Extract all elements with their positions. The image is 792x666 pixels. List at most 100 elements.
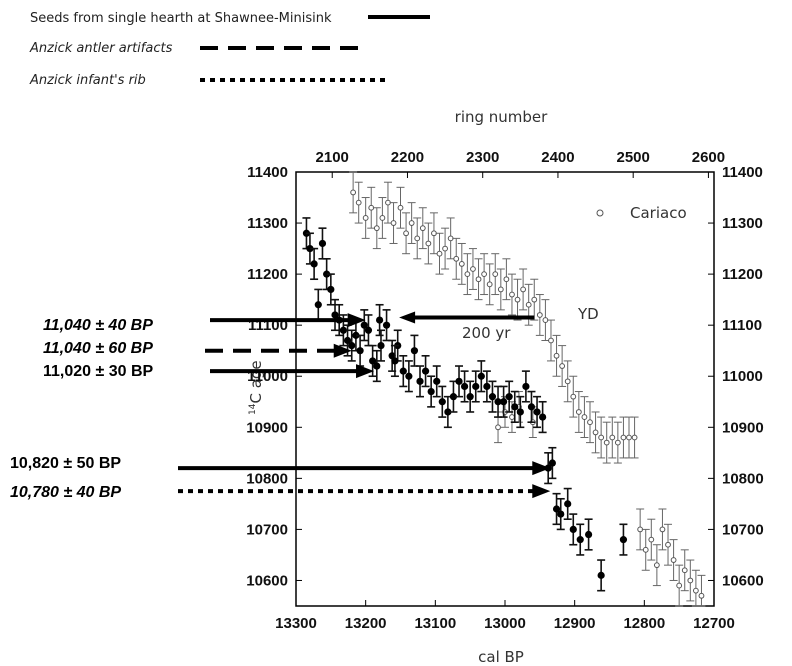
y-tick-label-right: 10900 xyxy=(722,419,764,436)
data-point xyxy=(548,459,556,467)
ring-axis-title: ring number xyxy=(455,108,549,126)
data-point xyxy=(470,266,476,272)
data-point xyxy=(620,434,627,441)
data-point xyxy=(576,536,584,544)
x-axis-title: cal BP xyxy=(478,648,524,666)
legend-label-antler: Anzick antler artifacts xyxy=(29,41,173,56)
data-point xyxy=(548,337,554,344)
y-tick-label: 11200 xyxy=(247,266,288,283)
data-point xyxy=(522,382,530,391)
data-point xyxy=(505,393,513,401)
sample-series xyxy=(302,217,628,592)
data-point xyxy=(453,255,460,262)
x-tick-label: 13000 xyxy=(484,615,526,632)
data-point xyxy=(533,408,541,416)
data-point xyxy=(427,387,435,396)
data-point xyxy=(559,363,566,369)
data-point xyxy=(339,326,347,334)
data-point xyxy=(642,546,649,553)
y-axis-title-superscript: 14 xyxy=(248,403,258,415)
y-tick-label-right: 10800 xyxy=(722,470,764,487)
data-point xyxy=(665,541,671,548)
data-point xyxy=(475,276,482,283)
data-point xyxy=(497,286,504,293)
y-tick-label-right: 10600 xyxy=(722,572,764,589)
data-point xyxy=(509,414,515,420)
data-point xyxy=(408,220,415,226)
data-point xyxy=(318,239,327,248)
data-point xyxy=(692,587,699,594)
data-point xyxy=(516,408,524,416)
data-point xyxy=(390,220,397,226)
data-point xyxy=(614,439,621,446)
data-point xyxy=(631,434,638,441)
data-point xyxy=(670,557,677,563)
data-point xyxy=(698,592,705,599)
data-point xyxy=(553,352,560,359)
data-point xyxy=(416,377,424,385)
date-label-2: 11,040 ± 60 BP xyxy=(43,340,153,357)
data-point xyxy=(597,571,605,579)
legend-label-rib: Anzick infant's rib xyxy=(29,73,146,88)
y-tick-label-right: 11100 xyxy=(722,317,762,334)
data-point xyxy=(458,261,465,267)
legend-label-shawnee: Seeds from single hearth at Shawnee-Mini… xyxy=(30,11,332,26)
data-point xyxy=(306,244,314,253)
legend: Seeds from single hearth at Shawnee-Mini… xyxy=(29,11,430,88)
y-tick-label-right: 11300 xyxy=(722,215,763,232)
y-tick-label-right: 10700 xyxy=(722,521,764,538)
y-tick-label: 11300 xyxy=(247,215,288,232)
data-point xyxy=(527,403,536,411)
data-point xyxy=(376,316,384,324)
data-point xyxy=(509,291,515,298)
ring-tick-label: 2600 xyxy=(692,149,725,166)
data-point xyxy=(687,577,694,584)
data-point xyxy=(391,357,399,365)
data-point xyxy=(477,372,485,380)
x-tick-label: 13100 xyxy=(414,615,456,632)
y-tick-label: 10900 xyxy=(246,419,288,436)
data-point xyxy=(472,382,480,391)
data-point xyxy=(369,357,377,365)
data-point xyxy=(410,347,419,355)
data-point xyxy=(414,235,421,242)
data-point xyxy=(619,536,628,544)
date-label-3: 11,020 ± 30 BP xyxy=(43,363,154,380)
y-tick-label-right: 11200 xyxy=(722,266,763,283)
data-point xyxy=(531,296,538,303)
data-point xyxy=(350,189,357,196)
cariaco-legend-marker xyxy=(596,209,604,217)
data-point xyxy=(564,500,572,508)
date-arrow-head xyxy=(532,461,551,476)
data-point xyxy=(352,331,360,339)
data-point xyxy=(569,525,577,534)
data-point xyxy=(514,296,521,303)
y-tick-label: 10700 xyxy=(246,521,288,538)
data-point xyxy=(419,225,426,232)
data-point xyxy=(373,225,380,232)
data-point xyxy=(681,567,688,574)
ring-tick-label: 2100 xyxy=(316,149,349,166)
data-point xyxy=(449,393,458,401)
data-point xyxy=(442,245,448,252)
cariaco-label: Cariaco xyxy=(630,204,687,222)
yd-label: YD xyxy=(577,305,599,323)
data-point xyxy=(327,285,335,294)
data-point xyxy=(676,582,683,589)
data-point xyxy=(552,505,561,513)
data-point xyxy=(310,260,318,268)
data-point xyxy=(488,393,497,401)
x-tick-label: 12700 xyxy=(693,615,735,632)
data-point xyxy=(438,398,446,406)
data-point xyxy=(598,434,605,441)
data-point xyxy=(314,301,322,309)
data-point xyxy=(592,429,599,436)
data-point xyxy=(536,312,543,318)
data-point xyxy=(503,276,510,283)
data-point xyxy=(483,382,491,391)
data-point xyxy=(575,409,582,415)
data-point xyxy=(399,367,407,375)
data-point xyxy=(492,271,499,278)
data-point xyxy=(436,250,443,257)
data-point xyxy=(433,377,441,385)
